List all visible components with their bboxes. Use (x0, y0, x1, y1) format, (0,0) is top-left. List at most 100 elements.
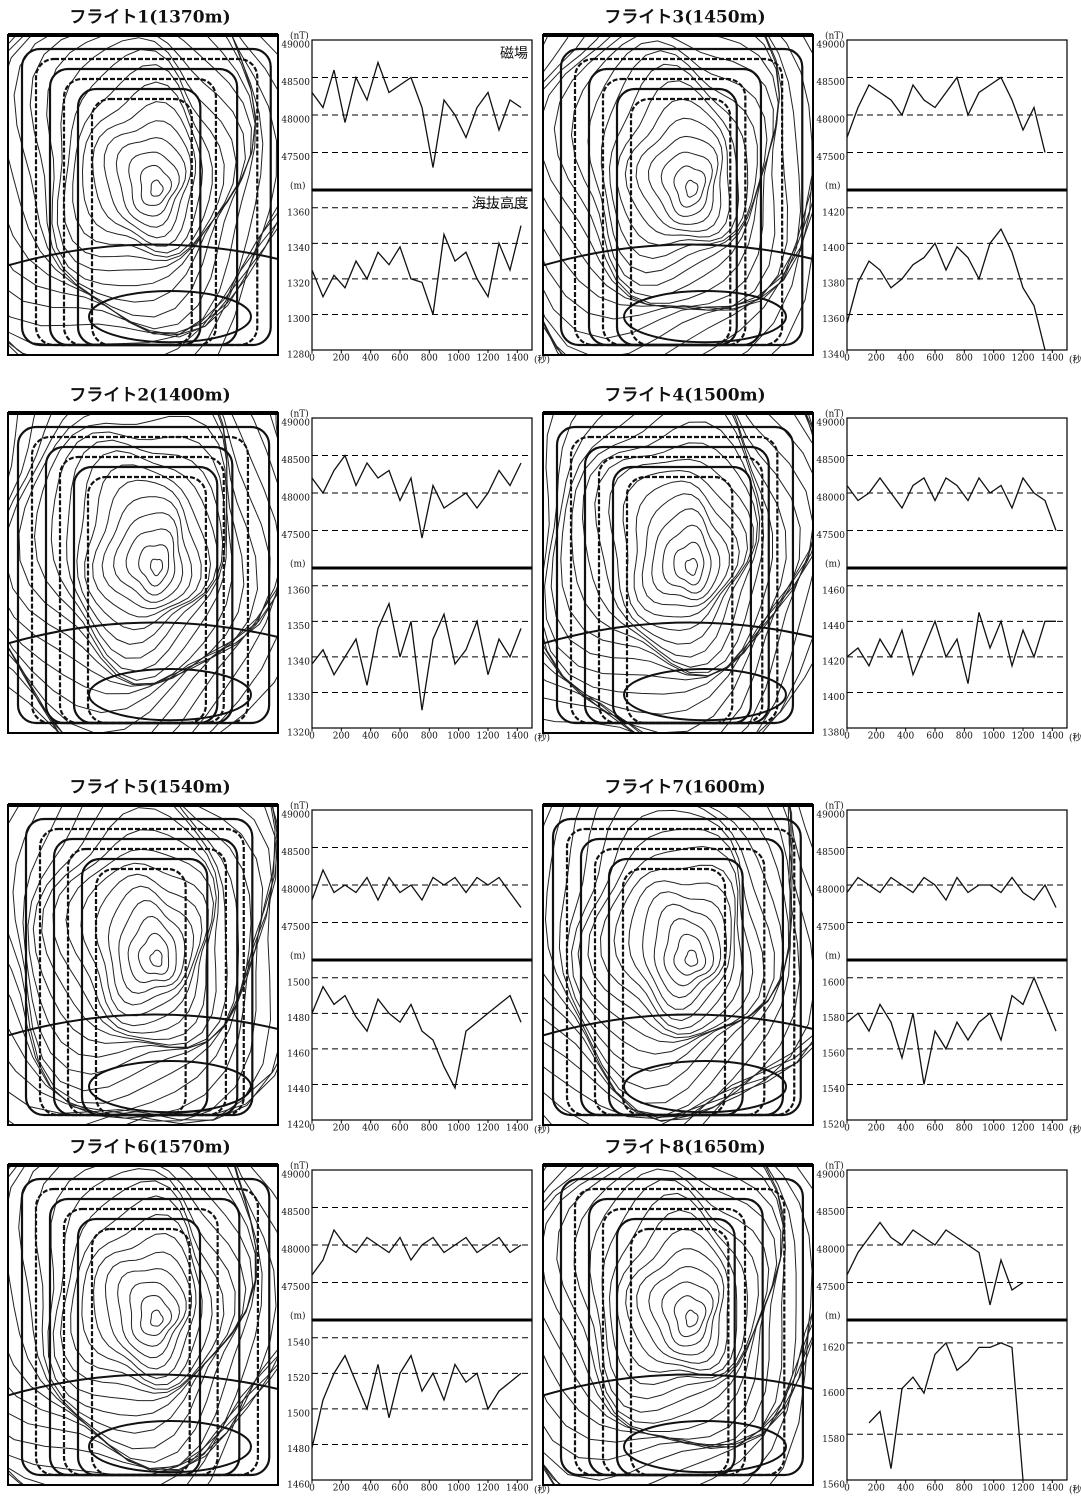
x-tick-label: 200 (333, 732, 350, 742)
x-tick-label: 200 (333, 1124, 350, 1134)
contour (85, 465, 211, 630)
flight-track (623, 869, 725, 1115)
x-tick-label: 1200 (477, 732, 500, 742)
x-tick-label: 800 (421, 732, 438, 742)
map (465, 628, 857, 1181)
data-line (312, 1230, 521, 1275)
plot-frame (312, 1320, 532, 1480)
y-tick-label: 1580 (822, 1435, 845, 1445)
y-tick-label: 49000 (281, 41, 310, 51)
panel-title: フライト5(1540m) (69, 778, 230, 798)
y-tick-label: 1600 (822, 1389, 845, 1399)
x-tick-label: 600 (391, 1484, 408, 1494)
data-line (312, 456, 521, 539)
data-line (847, 229, 1045, 350)
data-line (847, 478, 1056, 531)
flight-track (92, 1229, 190, 1475)
contour (490, 0, 836, 374)
contour (141, 165, 172, 205)
y-unit: (m) (825, 559, 841, 570)
contour (151, 180, 163, 196)
plot-frame (312, 568, 532, 728)
y-tick-label: 48000 (281, 1246, 310, 1256)
data-line (312, 870, 521, 908)
contour (469, 637, 854, 1157)
x-tick-label: 1000 (982, 732, 1005, 742)
x-tick-label: 600 (926, 1124, 943, 1134)
y-tick-label: 1460 (822, 586, 845, 596)
y-tick-label: 48500 (816, 848, 845, 858)
y-tick-label: 1330 (287, 693, 310, 703)
contour (0, 0, 263, 337)
x-unit: (秒) (1069, 354, 1081, 366)
contour (686, 180, 698, 197)
y-tick-label: 1350 (287, 622, 310, 632)
contour (82, 1215, 202, 1385)
panel-title: フライト4(1500m) (604, 386, 765, 406)
flight-track (88, 477, 206, 723)
x-tick-label: 0 (844, 354, 850, 364)
flight-track (571, 437, 777, 723)
panel-title: フライト6(1570m) (69, 1138, 230, 1158)
y-tick-label: 48500 (816, 1208, 845, 1218)
contour (465, 628, 857, 1181)
contour (104, 121, 191, 238)
contour (674, 166, 706, 207)
y-tick-label: 1420 (822, 208, 845, 218)
x-tick-label: 1400 (506, 354, 529, 364)
y-tick-label: 49000 (816, 1171, 845, 1181)
y-unit: (m) (290, 951, 306, 962)
data-line (847, 612, 1056, 683)
contour (138, 933, 168, 974)
y-tick-label: 1480 (287, 1014, 310, 1024)
x-tick-label: 0 (309, 1484, 315, 1494)
x-tick-label: 1200 (477, 1484, 500, 1494)
y-unit: (m) (290, 1311, 306, 1322)
x-tick-label: 1000 (447, 1124, 470, 1134)
contour (150, 950, 162, 966)
x-tick-label: 400 (362, 354, 379, 364)
data-line (847, 78, 1045, 153)
contour (649, 136, 719, 224)
x-tick-label: 400 (897, 1484, 914, 1494)
y-tick-label: 49000 (281, 811, 310, 821)
x-tick-label: 400 (897, 354, 914, 364)
contour (492, 712, 800, 1120)
contour (66, 849, 214, 1033)
x-tick-label: 0 (309, 732, 315, 742)
map (0, 1013, 326, 1499)
y-tick-label: 49000 (816, 419, 845, 429)
y-tick-label: 1360 (287, 586, 310, 596)
map (0, 239, 305, 775)
y-tick-label: 1560 (822, 1481, 845, 1491)
x-tick-label: 200 (333, 354, 350, 364)
y-tick-label: 1340 (287, 657, 310, 667)
x-tick-label: 600 (391, 354, 408, 364)
y-tick-label: 48000 (816, 494, 845, 504)
contour (614, 865, 735, 1029)
contour (116, 138, 186, 228)
contour (0, 288, 284, 775)
y-tick-label: 47500 (281, 531, 310, 541)
y-tick-label: 48000 (816, 116, 845, 126)
contour (686, 1310, 698, 1327)
y-tick-label: 1600 (822, 978, 845, 988)
contour (0, 1071, 262, 1472)
x-tick-label: 800 (421, 1484, 438, 1494)
flight-track (92, 99, 192, 345)
x-tick-label: 1400 (506, 1484, 529, 1494)
contour (643, 892, 727, 1010)
x-tick-label: 0 (844, 1484, 850, 1494)
x-tick-label: 800 (421, 1124, 438, 1134)
y-tick-label: 49000 (816, 811, 845, 821)
y-tick-label: 49000 (281, 419, 310, 429)
y-tick-label: 1500 (287, 978, 310, 988)
y-tick-label: 1420 (287, 1121, 310, 1131)
y-unit: (m) (290, 181, 306, 192)
y-tick-label: 48000 (281, 494, 310, 504)
y-tick-label: 1500 (287, 1409, 310, 1419)
contour (139, 545, 169, 586)
x-tick-label: 800 (421, 354, 438, 364)
y-tick-label: 1540 (822, 1085, 845, 1095)
panel-title: フライト7(1600m) (604, 778, 765, 798)
